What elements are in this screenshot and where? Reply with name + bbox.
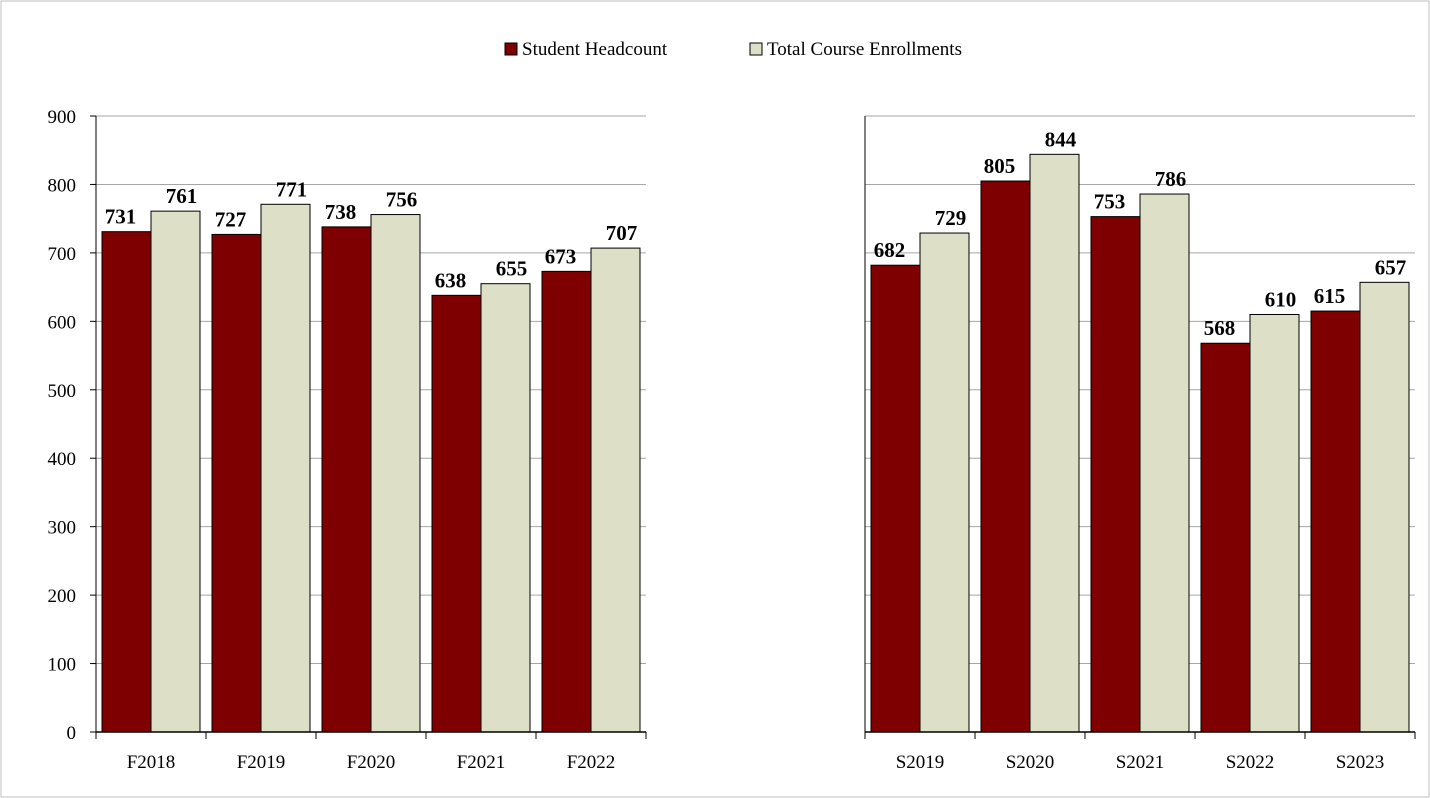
bar-S2022-1 (1200, 342, 1251, 733)
legend-swatch-2 (749, 42, 763, 56)
data-label-S2019-2: 729 (935, 206, 967, 230)
y-tick-label: 900 (48, 107, 77, 128)
bar-F2022-2 (590, 247, 641, 733)
y-tick-label: 100 (48, 655, 77, 676)
data-label-S2023-1: 615 (1314, 284, 1346, 308)
data-label-F2019-1: 727 (215, 207, 247, 231)
x-tick-label-F2018: F2018 (127, 752, 176, 773)
bar-S2022-2 (1249, 313, 1300, 733)
data-label-S2023-2: 657 (1375, 255, 1407, 279)
legend-label-2: Total Course Enrollments (767, 39, 962, 60)
data-label-S2019-1: 682 (874, 238, 906, 262)
bar-F2021-1 (431, 294, 482, 733)
bar-S2023-2 (1359, 281, 1410, 733)
data-label-S2020-1: 805 (984, 154, 1016, 178)
x-tick-label-S2019: S2019 (896, 752, 945, 773)
x-tick-label-F2019: F2019 (237, 752, 286, 773)
y-tick-label: 300 (48, 518, 77, 539)
y-tick-label: 500 (48, 381, 77, 402)
y-tick-label: 700 (48, 244, 77, 265)
y-tick-label: 800 (48, 175, 77, 196)
bar-S2023-1 (1310, 310, 1361, 733)
y-tick-label: 400 (48, 449, 77, 470)
legend-label-1: Student Headcount (522, 39, 668, 60)
chart-panels: 0 100 200 300 400 500 600 700 800 900 731 761 F2018 7… (48, 107, 1416, 773)
data-label-S2022-1: 568 (1204, 316, 1236, 340)
legend: Student Headcount Total Course Enrollment… (504, 39, 962, 60)
x-tick-label-F2022: F2022 (567, 752, 616, 773)
data-label-F2020-2: 756 (386, 188, 418, 212)
bar-S2020-1 (980, 180, 1031, 733)
bar-S2021-1 (1090, 216, 1141, 733)
data-label-S2020-2: 844 (1045, 127, 1077, 151)
bar-F2021-2 (480, 283, 531, 733)
bar-F2019-2 (260, 203, 311, 733)
data-label-F2019-2: 771 (276, 177, 308, 201)
bar-F2018-2 (150, 210, 201, 733)
bar-S2021-2 (1139, 193, 1190, 733)
y-tick-label: 0 (67, 723, 77, 744)
x-tick-label-F2021: F2021 (457, 752, 506, 773)
bar-F2020-1 (321, 226, 372, 733)
chart-panel-1: 0 100 200 300 400 500 600 700 800 900 731 761 F2018 7… (48, 107, 647, 773)
bar-F2018-1 (101, 231, 152, 733)
y-tick-label: 600 (48, 312, 77, 333)
bar-F2022-1 (541, 270, 592, 733)
x-tick-label-S2020: S2020 (1006, 752, 1055, 773)
legend-swatch-1 (504, 42, 518, 56)
data-label-F2018-2: 761 (166, 184, 198, 208)
bar-S2020-2 (1029, 153, 1080, 733)
data-label-F2021-2: 655 (496, 257, 528, 281)
data-label-F2020-1: 738 (325, 200, 357, 224)
bar-S2019-2 (919, 232, 970, 733)
data-label-S2022-2: 610 (1265, 287, 1297, 311)
chart-panel-2: 682 729 S2019 805 844 S2020 753 786 S2021 568 610 S… (864, 115, 1416, 773)
data-label-F2022-2: 707 (606, 221, 638, 245)
x-tick-label-S2022: S2022 (1226, 752, 1275, 773)
x-tick-label-S2023: S2023 (1336, 752, 1385, 773)
bar-S2019-1 (870, 264, 921, 733)
x-tick-label-F2020: F2020 (347, 752, 396, 773)
data-label-F2021-1: 638 (435, 268, 467, 292)
x-tick-label-S2021: S2021 (1116, 752, 1165, 773)
data-label-S2021-1: 753 (1094, 190, 1126, 214)
data-label-F2018-1: 731 (105, 205, 137, 229)
bar-F2020-2 (370, 214, 421, 733)
data-label-S2021-2: 786 (1155, 167, 1187, 191)
bar-F2019-1 (211, 233, 262, 733)
data-label-F2022-1: 673 (545, 244, 577, 268)
y-tick-label: 200 (48, 586, 77, 607)
